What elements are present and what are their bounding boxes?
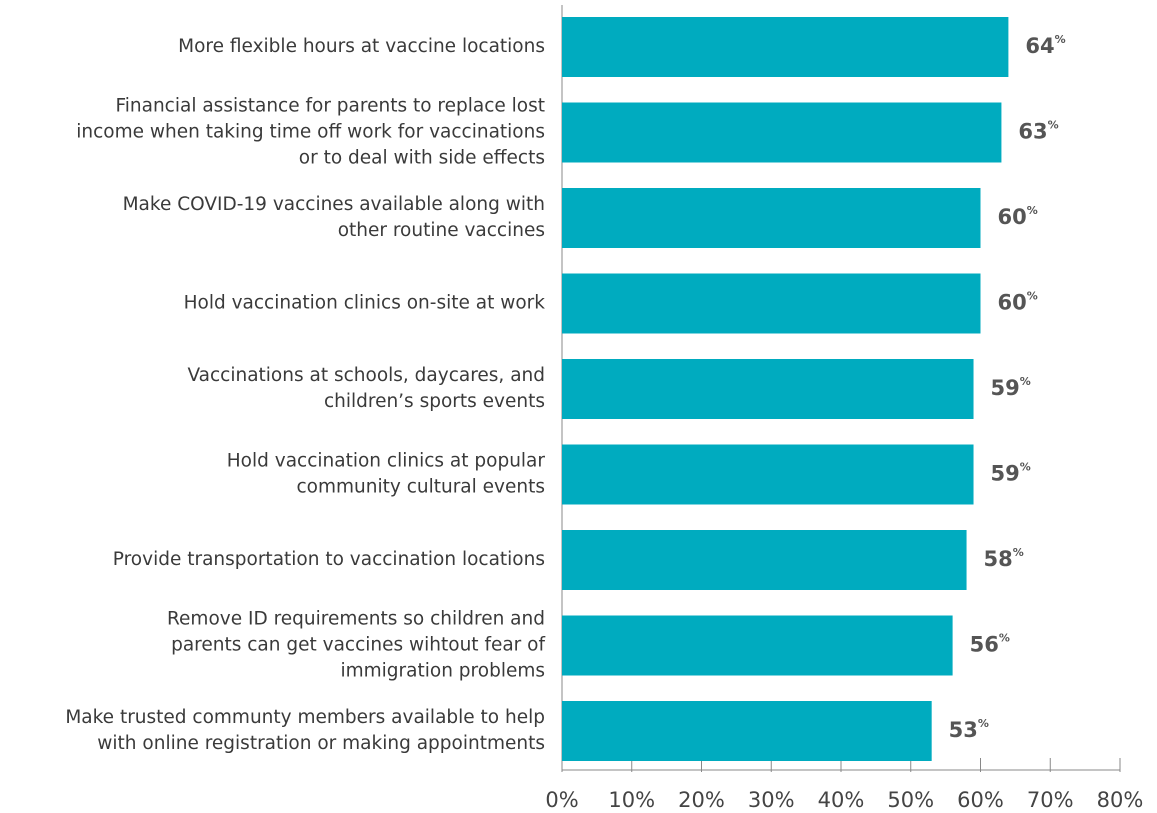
- value-unit: %: [978, 717, 989, 730]
- x-tick-label: 50%: [887, 788, 934, 812]
- category-label: Provide transportation to vaccination lo…: [113, 549, 545, 570]
- category-label: More flexible hours at vaccine locations: [178, 36, 545, 57]
- category-line: Make trusted communty members available …: [65, 707, 545, 728]
- bar: [562, 17, 1009, 77]
- category-label: Financial assistance for parents to repl…: [76, 96, 545, 169]
- category-line: Make COVID-19 vaccines available along w…: [123, 194, 545, 215]
- x-tick-label: 30%: [748, 788, 795, 812]
- category-line: with online registration or making appoi…: [97, 733, 545, 754]
- value-number: 58: [984, 547, 1013, 571]
- category-label: Vaccinations at schools, daycares, and ch…: [187, 365, 545, 412]
- value-unit: %: [1048, 119, 1059, 132]
- category-line: Remove ID requirements so children and: [167, 609, 545, 630]
- value-label: 60%: [998, 204, 1038, 229]
- bar: [562, 701, 932, 761]
- x-tick-label: 60%: [957, 788, 1004, 812]
- x-tick-label: 20%: [678, 788, 725, 812]
- value-number: 56: [970, 633, 999, 657]
- bar: [562, 615, 953, 676]
- category-label: Make trusted communty members available …: [65, 707, 545, 754]
- category-line: income when taking time off work for vac…: [76, 122, 545, 143]
- category-line: immigration problems: [340, 661, 545, 682]
- value-unit: %: [999, 632, 1010, 645]
- x-tick-label: 0%: [545, 788, 578, 812]
- value-unit: %: [1027, 204, 1038, 217]
- value-number: 59: [991, 462, 1020, 486]
- bar: [562, 359, 974, 419]
- category-line: other routine vaccines: [338, 220, 545, 241]
- value-unit: %: [1027, 290, 1038, 303]
- category-line: Hold vaccination clinics on-site at work: [184, 293, 546, 314]
- category-line: More flexible hours at vaccine locations: [178, 36, 545, 57]
- value-unit: %: [1055, 33, 1066, 46]
- value-number: 64: [1025, 34, 1054, 58]
- category-label: Hold vaccination clinics on-site at work: [184, 293, 546, 314]
- x-tick-label: 10%: [608, 788, 655, 812]
- value-label: 58%: [984, 546, 1024, 571]
- value-number: 60: [998, 291, 1027, 315]
- category-label: Hold vaccination clinics at popular commu…: [227, 451, 546, 498]
- value-unit: %: [1020, 375, 1031, 388]
- category-line: or to deal with side effects: [299, 148, 545, 169]
- x-tick-label: 40%: [818, 788, 865, 812]
- x-tick-label: 70%: [1027, 788, 1074, 812]
- bar: [562, 444, 974, 505]
- bar: [562, 188, 981, 248]
- bar: [562, 530, 967, 590]
- value-unit: %: [1020, 461, 1031, 474]
- category-label: Make COVID-19 vaccines available along w…: [123, 194, 545, 241]
- category-line: community cultural events: [296, 477, 545, 498]
- value-number: 63: [1018, 120, 1047, 144]
- category-line: Hold vaccination clinics at popular: [227, 451, 546, 472]
- category-line: Provide transportation to vaccination lo…: [113, 549, 545, 570]
- category-line: children’s sports events: [324, 391, 545, 412]
- bar: [562, 102, 1002, 163]
- value-number: 59: [991, 376, 1020, 400]
- bar: [562, 273, 981, 334]
- value-label: 63%: [1018, 119, 1058, 144]
- category-line: Financial assistance for parents to repl…: [115, 96, 545, 117]
- value-label: 59%: [991, 375, 1031, 400]
- value-number: 60: [998, 205, 1027, 229]
- category-label: Remove ID requirements so children and pa…: [167, 609, 545, 682]
- value-label: 64%: [1025, 33, 1065, 58]
- category-line: Vaccinations at schools, daycares, and: [187, 365, 545, 386]
- value-label: 53%: [949, 717, 989, 742]
- category-line: parents can get vaccines wihtout fear of: [171, 635, 545, 656]
- value-number: 53: [949, 718, 978, 742]
- value-label: 60%: [998, 290, 1038, 315]
- x-tick-label: 80%: [1097, 788, 1144, 812]
- value-unit: %: [1013, 546, 1024, 559]
- value-label: 59%: [991, 461, 1031, 486]
- value-label: 56%: [970, 632, 1010, 657]
